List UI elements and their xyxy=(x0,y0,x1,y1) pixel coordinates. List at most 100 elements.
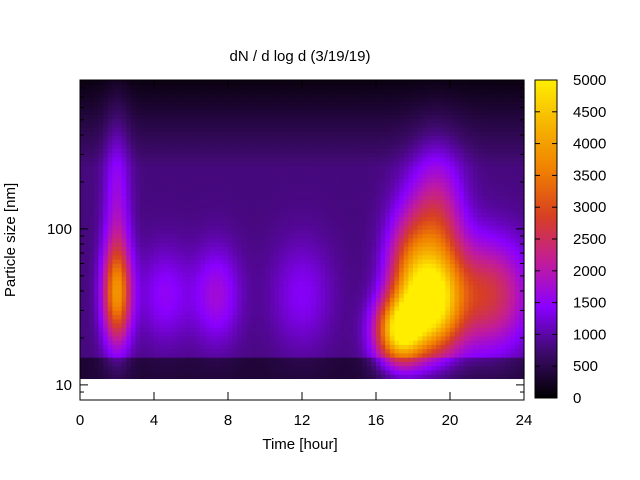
heatmap-cell xyxy=(403,92,409,98)
heatmap-cell xyxy=(278,365,285,371)
heatmap-cell xyxy=(306,156,312,162)
heatmap-cell xyxy=(89,182,95,188)
heatmap-cell xyxy=(399,237,405,243)
heatmap-cell xyxy=(394,293,400,299)
heatmap-cell xyxy=(260,331,266,337)
heatmap-cell xyxy=(348,348,354,354)
heatmap-cell xyxy=(154,254,160,260)
heatmap-cell xyxy=(306,331,312,337)
heatmap-cell xyxy=(181,242,187,247)
heatmap-cell xyxy=(306,169,312,175)
heatmap-cell xyxy=(80,101,86,107)
heatmap-cell xyxy=(246,126,252,132)
heatmap-cell xyxy=(357,280,363,286)
heatmap-cell xyxy=(394,335,400,341)
heatmap-cell xyxy=(232,357,238,362)
heatmap-cell xyxy=(204,288,211,294)
heatmap-cell xyxy=(186,182,192,188)
heatmap-cell xyxy=(394,122,400,128)
heatmap-cell xyxy=(399,152,405,158)
heatmap-cell xyxy=(366,165,372,171)
heatmap-cell xyxy=(269,165,275,171)
heatmap-cell xyxy=(283,92,289,98)
heatmap-cell xyxy=(246,327,252,333)
heatmap-cell xyxy=(302,267,308,273)
heatmap-cell xyxy=(117,126,123,132)
heatmap-cell xyxy=(89,293,95,299)
heatmap-cell xyxy=(403,301,409,307)
heatmap-cell xyxy=(394,280,400,286)
heatmap-cell xyxy=(84,92,90,98)
heatmap-cell xyxy=(269,276,275,281)
heatmap-cell xyxy=(181,318,187,324)
heatmap-cell xyxy=(352,365,359,371)
heatmap-cell xyxy=(200,331,206,337)
heatmap-cell xyxy=(98,297,104,303)
heatmap-cell xyxy=(292,182,298,188)
heatmap-cell xyxy=(186,340,192,345)
heatmap-cell xyxy=(218,374,224,380)
heatmap-cell xyxy=(366,361,372,367)
heatmap-cell xyxy=(348,131,354,137)
heatmap-cell xyxy=(209,365,215,371)
heatmap-cell xyxy=(320,156,326,162)
heatmap-cell xyxy=(251,288,257,294)
heatmap-cell xyxy=(251,216,257,222)
heatmap-cell xyxy=(149,131,155,137)
heatmap-cell xyxy=(144,101,150,107)
heatmap-cell xyxy=(149,122,155,128)
heatmap-cell xyxy=(302,254,308,260)
heatmap-cell xyxy=(80,186,86,192)
heatmap-cell xyxy=(103,271,109,277)
heatmap-cell xyxy=(167,352,174,358)
heatmap-cell xyxy=(362,327,368,333)
heatmap-cell xyxy=(380,284,386,290)
heatmap-cell xyxy=(394,246,400,252)
heatmap-cell xyxy=(311,297,317,303)
heatmap-cell xyxy=(315,126,322,132)
heatmap-cell xyxy=(112,280,118,286)
heatmap-cell xyxy=(130,288,137,294)
heatmap-cell xyxy=(403,122,409,128)
heatmap-cell xyxy=(89,207,95,213)
heatmap-cell xyxy=(241,203,248,209)
heatmap-cell xyxy=(163,327,169,333)
heatmap-cell xyxy=(399,229,405,235)
heatmap-cell xyxy=(385,97,391,102)
heatmap-cell xyxy=(214,233,220,239)
heatmap-cell xyxy=(283,288,289,294)
heatmap-cell xyxy=(177,288,183,294)
heatmap-cell xyxy=(204,152,211,158)
heatmap-cell xyxy=(232,369,238,375)
heatmap-cell xyxy=(348,301,354,307)
heatmap-cell xyxy=(265,84,271,90)
heatmap-cell xyxy=(403,323,409,328)
heatmap-cell xyxy=(204,178,211,183)
heatmap-cell xyxy=(223,374,229,380)
heatmap-cell xyxy=(403,135,409,141)
heatmap-cell xyxy=(297,156,303,162)
heatmap-cell xyxy=(121,284,127,290)
heatmap-cell xyxy=(357,259,363,264)
heatmap-cell xyxy=(371,207,377,213)
heatmap-cell xyxy=(223,169,229,175)
heatmap-cell xyxy=(144,88,150,94)
heatmap-cell xyxy=(232,165,238,171)
heatmap-cell xyxy=(297,237,303,243)
heatmap-cell xyxy=(297,242,303,247)
heatmap-cell xyxy=(288,118,294,124)
heatmap-cell xyxy=(80,340,86,345)
heatmap-cell xyxy=(135,263,141,269)
heatmap-cell xyxy=(343,327,349,333)
heatmap-cell xyxy=(329,263,335,269)
heatmap-cell xyxy=(260,246,266,252)
heatmap-cell xyxy=(251,280,257,286)
heatmap-cell xyxy=(135,267,141,273)
heatmap-cell xyxy=(241,161,248,166)
heatmap-cell xyxy=(154,80,160,85)
heatmap-cell xyxy=(93,327,100,333)
heatmap-cell xyxy=(297,101,303,107)
heatmap-cell xyxy=(362,169,368,175)
heatmap-cell xyxy=(89,101,95,107)
heatmap-cell xyxy=(357,220,363,226)
